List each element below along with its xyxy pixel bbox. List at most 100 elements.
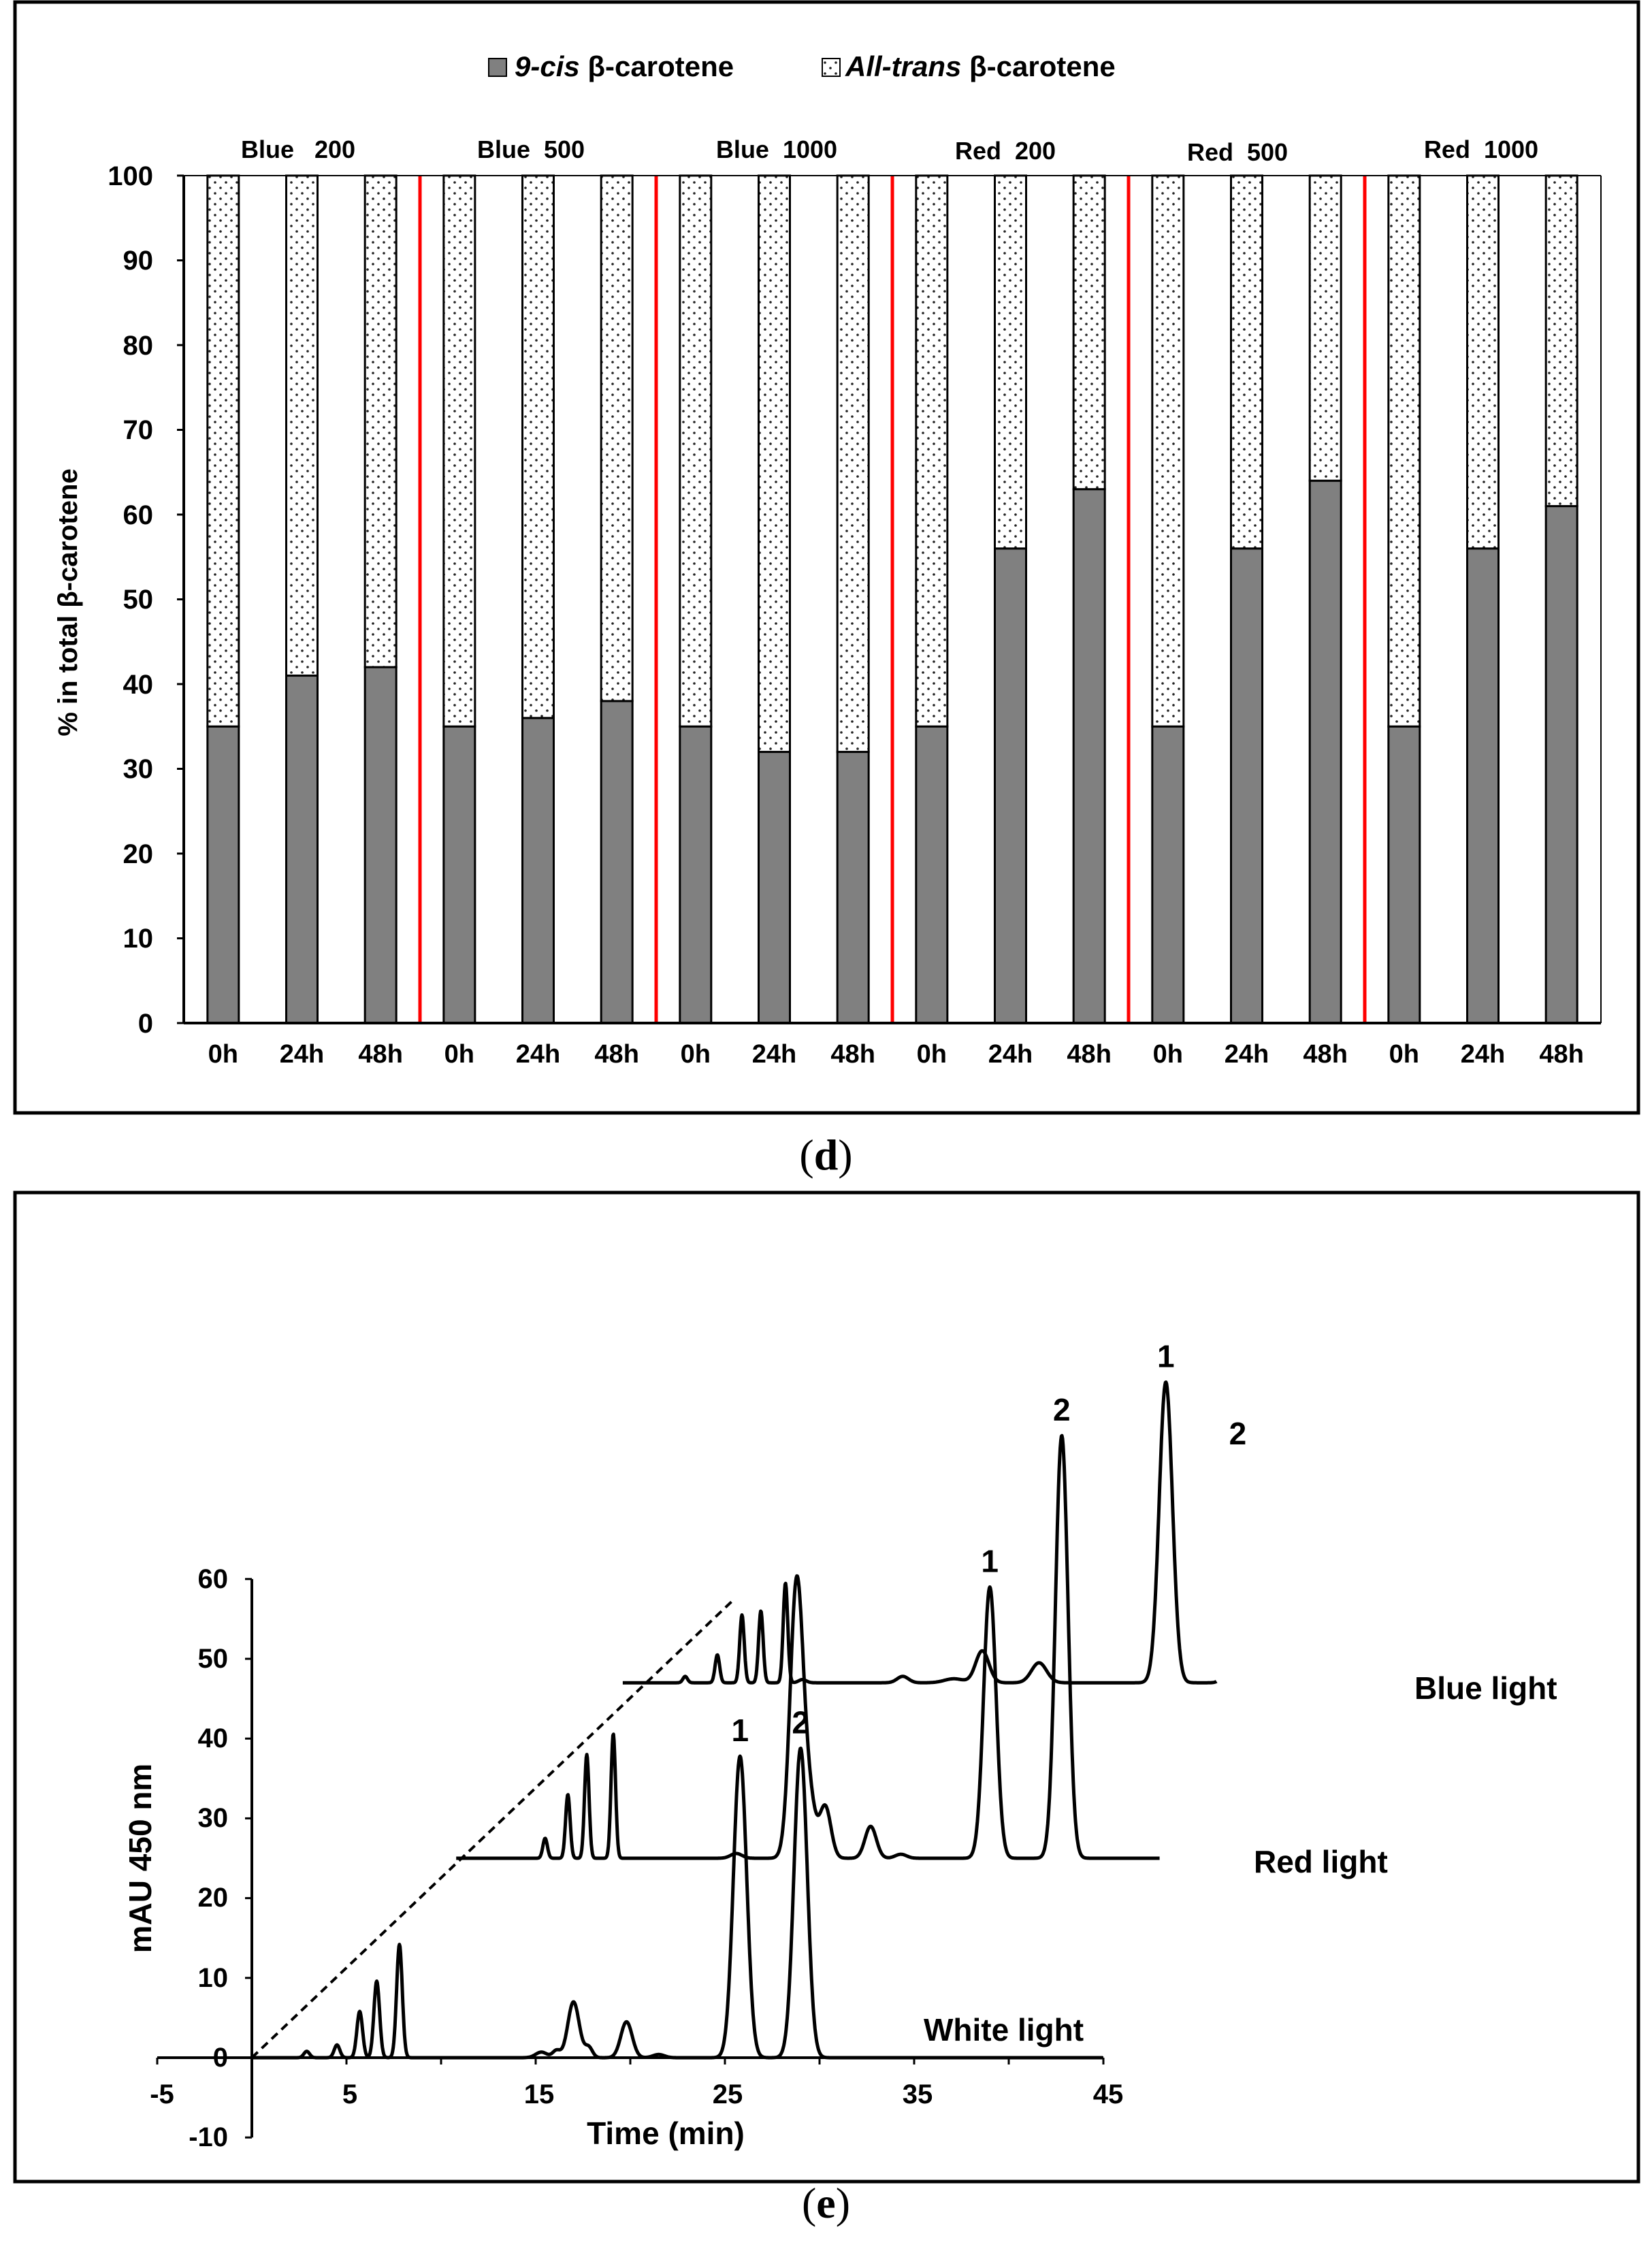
- panel-e-close: ): [835, 2179, 851, 2227]
- group-label-red-500: Red 500: [1187, 138, 1288, 166]
- bar-cis: [915, 725, 949, 1024]
- y-tick-label: 80: [123, 331, 154, 361]
- bar-cis: [1308, 479, 1342, 1024]
- y-ticks-d: 100 90 80 70 60 50 40 30 20 10 0: [108, 161, 153, 1039]
- bar-trans: [285, 174, 319, 677]
- x-tick-label: 35: [903, 2079, 933, 2109]
- chart-e: mAU 450 nm Time (min) 60 50 40 30 20 10 …: [13, 1191, 1640, 2184]
- x-tick-label: 45: [1093, 2079, 1124, 2109]
- peak-label: 2: [1229, 1416, 1247, 1451]
- y-axis-label-e: mAU 450 nm: [123, 1764, 158, 1954]
- bar-trans: [1308, 174, 1342, 482]
- y-tick-label: 50: [123, 585, 154, 615]
- y-axis-label-d: % in total β-carotene: [53, 468, 83, 736]
- x-tick-label: 5: [342, 2079, 357, 2109]
- peak-label: 1: [981, 1544, 999, 1579]
- x-tick-label: 24h: [516, 1040, 560, 1069]
- panel-d-frame: [13, 0, 1640, 1115]
- bar-cis: [285, 675, 319, 1024]
- bar-cis: [363, 666, 398, 1024]
- bar-cis: [1072, 488, 1106, 1024]
- y-tick-label: 0: [138, 1009, 153, 1039]
- legend-label-cis: 9-cis β-carotene: [515, 50, 734, 82]
- y-tick-label: 60: [123, 500, 154, 530]
- bar-cis: [1544, 505, 1578, 1024]
- bar-cis: [758, 751, 791, 1024]
- x-tick-label: 48h: [830, 1040, 875, 1069]
- x-tick-label: 0h: [444, 1040, 474, 1069]
- x-tick-label: 0h: [681, 1040, 711, 1069]
- panel-e-letter: e: [816, 2179, 836, 2227]
- y-tick-label: 30: [198, 1803, 229, 1833]
- trace-white-light: [250, 1746, 1104, 2060]
- bar-trans: [836, 174, 870, 754]
- chart-d: 9-cis β-carotene All-trans β-carotene % …: [13, 0, 1640, 1115]
- y-tick-label: 50: [198, 1644, 229, 1674]
- x-tick-label: 24h: [752, 1040, 796, 1069]
- group-label-red-1000: Red 1000: [1424, 135, 1538, 163]
- legend-label-trans: All-trans β-carotene: [845, 50, 1116, 82]
- y-tick-label: 60: [198, 1564, 229, 1594]
- y-tick-label: 10: [123, 924, 154, 954]
- x-tick-label: 48h: [1539, 1040, 1583, 1069]
- y-tick-label: 100: [108, 161, 153, 191]
- bar-trans: [363, 174, 398, 668]
- y-tick-label: 70: [123, 415, 154, 445]
- bar-trans: [915, 174, 949, 728]
- y-tick-label: 40: [123, 670, 154, 700]
- x-tick-label: 24h: [1225, 1040, 1269, 1069]
- x-tick-label: 24h: [988, 1040, 1033, 1069]
- x-tick-label: -5: [150, 2079, 174, 2109]
- x-ticks-e: -5 5 15 25 35 45: [150, 2079, 1123, 2109]
- group-label-red-200: Red 200: [955, 137, 1056, 165]
- bar-trans: [1230, 174, 1263, 550]
- bar-trans: [679, 174, 713, 728]
- offset-guide-line: [250, 1598, 736, 2059]
- bars-d: [206, 174, 1578, 1024]
- y-tick-label: 20: [198, 1883, 229, 1913]
- legend-swatch-trans: [822, 58, 841, 77]
- bar-cis: [679, 725, 713, 1024]
- panel-d-caption: (d): [0, 1130, 1652, 1180]
- bar-trans: [206, 174, 240, 728]
- panel-d-close: ): [838, 1131, 853, 1179]
- trace-label-white: White light: [924, 2012, 1084, 2047]
- x-tick-label: 48h: [594, 1040, 638, 1069]
- bar-cis: [1387, 725, 1421, 1024]
- x-axis-label-e: Time (min): [587, 2116, 745, 2151]
- bar-trans: [1466, 174, 1500, 550]
- x-ticks-d: 0h 24h 48h 0h 24h 48h 0h 24h 48h 0h 24h 48h 0h 24h 48h…: [177, 174, 1584, 1069]
- panel-d-letter: d: [813, 1131, 839, 1179]
- peak-label: 1: [731, 1713, 749, 1748]
- group-label-blue-500: Blue 500: [477, 135, 585, 163]
- bar-cis: [1151, 725, 1185, 1024]
- trace-label-blue: Blue light: [1414, 1670, 1557, 1706]
- y-tick-label: 20: [123, 839, 154, 869]
- x-tick-label: 48h: [358, 1040, 402, 1069]
- bar-cis: [994, 547, 1027, 1024]
- bar-trans: [994, 174, 1027, 550]
- x-tick-label: 15: [524, 2079, 555, 2109]
- y-tick-label: 90: [123, 246, 154, 276]
- group-label-blue-1000: Blue 1000: [716, 135, 837, 163]
- x-tick-label: 48h: [1303, 1040, 1347, 1069]
- panel-e-caption: (e): [0, 2178, 1652, 2229]
- bar-trans: [521, 174, 555, 719]
- y-tick-label: 10: [198, 1963, 229, 1993]
- panel-e-frame: [13, 1191, 1640, 2184]
- y-tick-label: -10: [189, 2122, 228, 2152]
- peak-label: 1: [1157, 1338, 1175, 1374]
- peak-label: 2: [1053, 1392, 1071, 1427]
- x-tick-label: 0h: [1153, 1040, 1183, 1069]
- x-tick-label: 0h: [917, 1040, 947, 1069]
- bar-trans: [1072, 174, 1106, 491]
- x-tick-label: 25: [713, 2079, 743, 2109]
- trace-label-red: Red light: [1254, 1844, 1388, 1879]
- trace-red-light: [455, 1434, 1161, 1860]
- panel-e-open: (: [801, 2179, 817, 2227]
- bar-trans: [1544, 174, 1578, 508]
- y-ticks-e: 60 50 40 30 20 10 0 -10: [189, 1564, 228, 2152]
- group-labels: Blue 200 Blue 500 Blue 1000 Red 200 Red …: [241, 135, 1538, 166]
- bar-cis: [1230, 547, 1263, 1024]
